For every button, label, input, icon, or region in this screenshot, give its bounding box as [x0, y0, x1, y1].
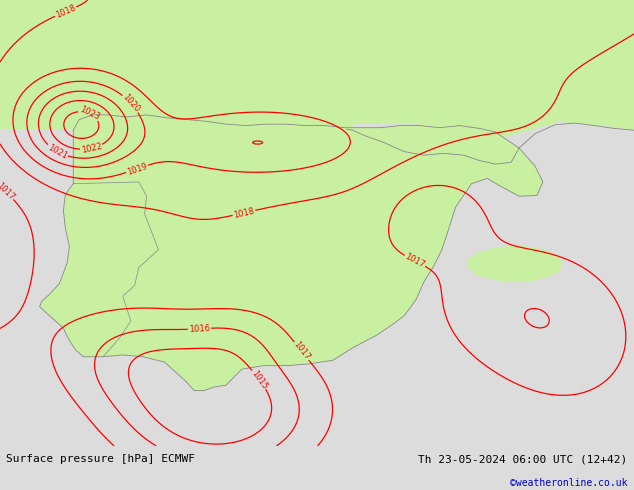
- Text: 1017: 1017: [403, 252, 426, 270]
- Text: ©weatheronline.co.uk: ©weatheronline.co.uk: [510, 478, 628, 489]
- Text: 1018: 1018: [54, 3, 77, 20]
- Text: 1018: 1018: [233, 206, 256, 220]
- Text: 1019: 1019: [126, 161, 148, 176]
- Text: Surface pressure [hPa] ECMWF: Surface pressure [hPa] ECMWF: [6, 454, 195, 464]
- Text: 1022: 1022: [81, 142, 103, 155]
- Text: 1021: 1021: [46, 143, 68, 161]
- Text: 1023: 1023: [78, 105, 101, 122]
- Text: 1015: 1015: [249, 368, 269, 391]
- Text: 1020: 1020: [120, 93, 141, 114]
- Text: 1016: 1016: [189, 324, 210, 334]
- Text: 1017: 1017: [0, 181, 16, 202]
- Text: 1017: 1017: [292, 340, 311, 362]
- Text: Th 23-05-2024 06:00 UTC (12+42): Th 23-05-2024 06:00 UTC (12+42): [418, 454, 628, 464]
